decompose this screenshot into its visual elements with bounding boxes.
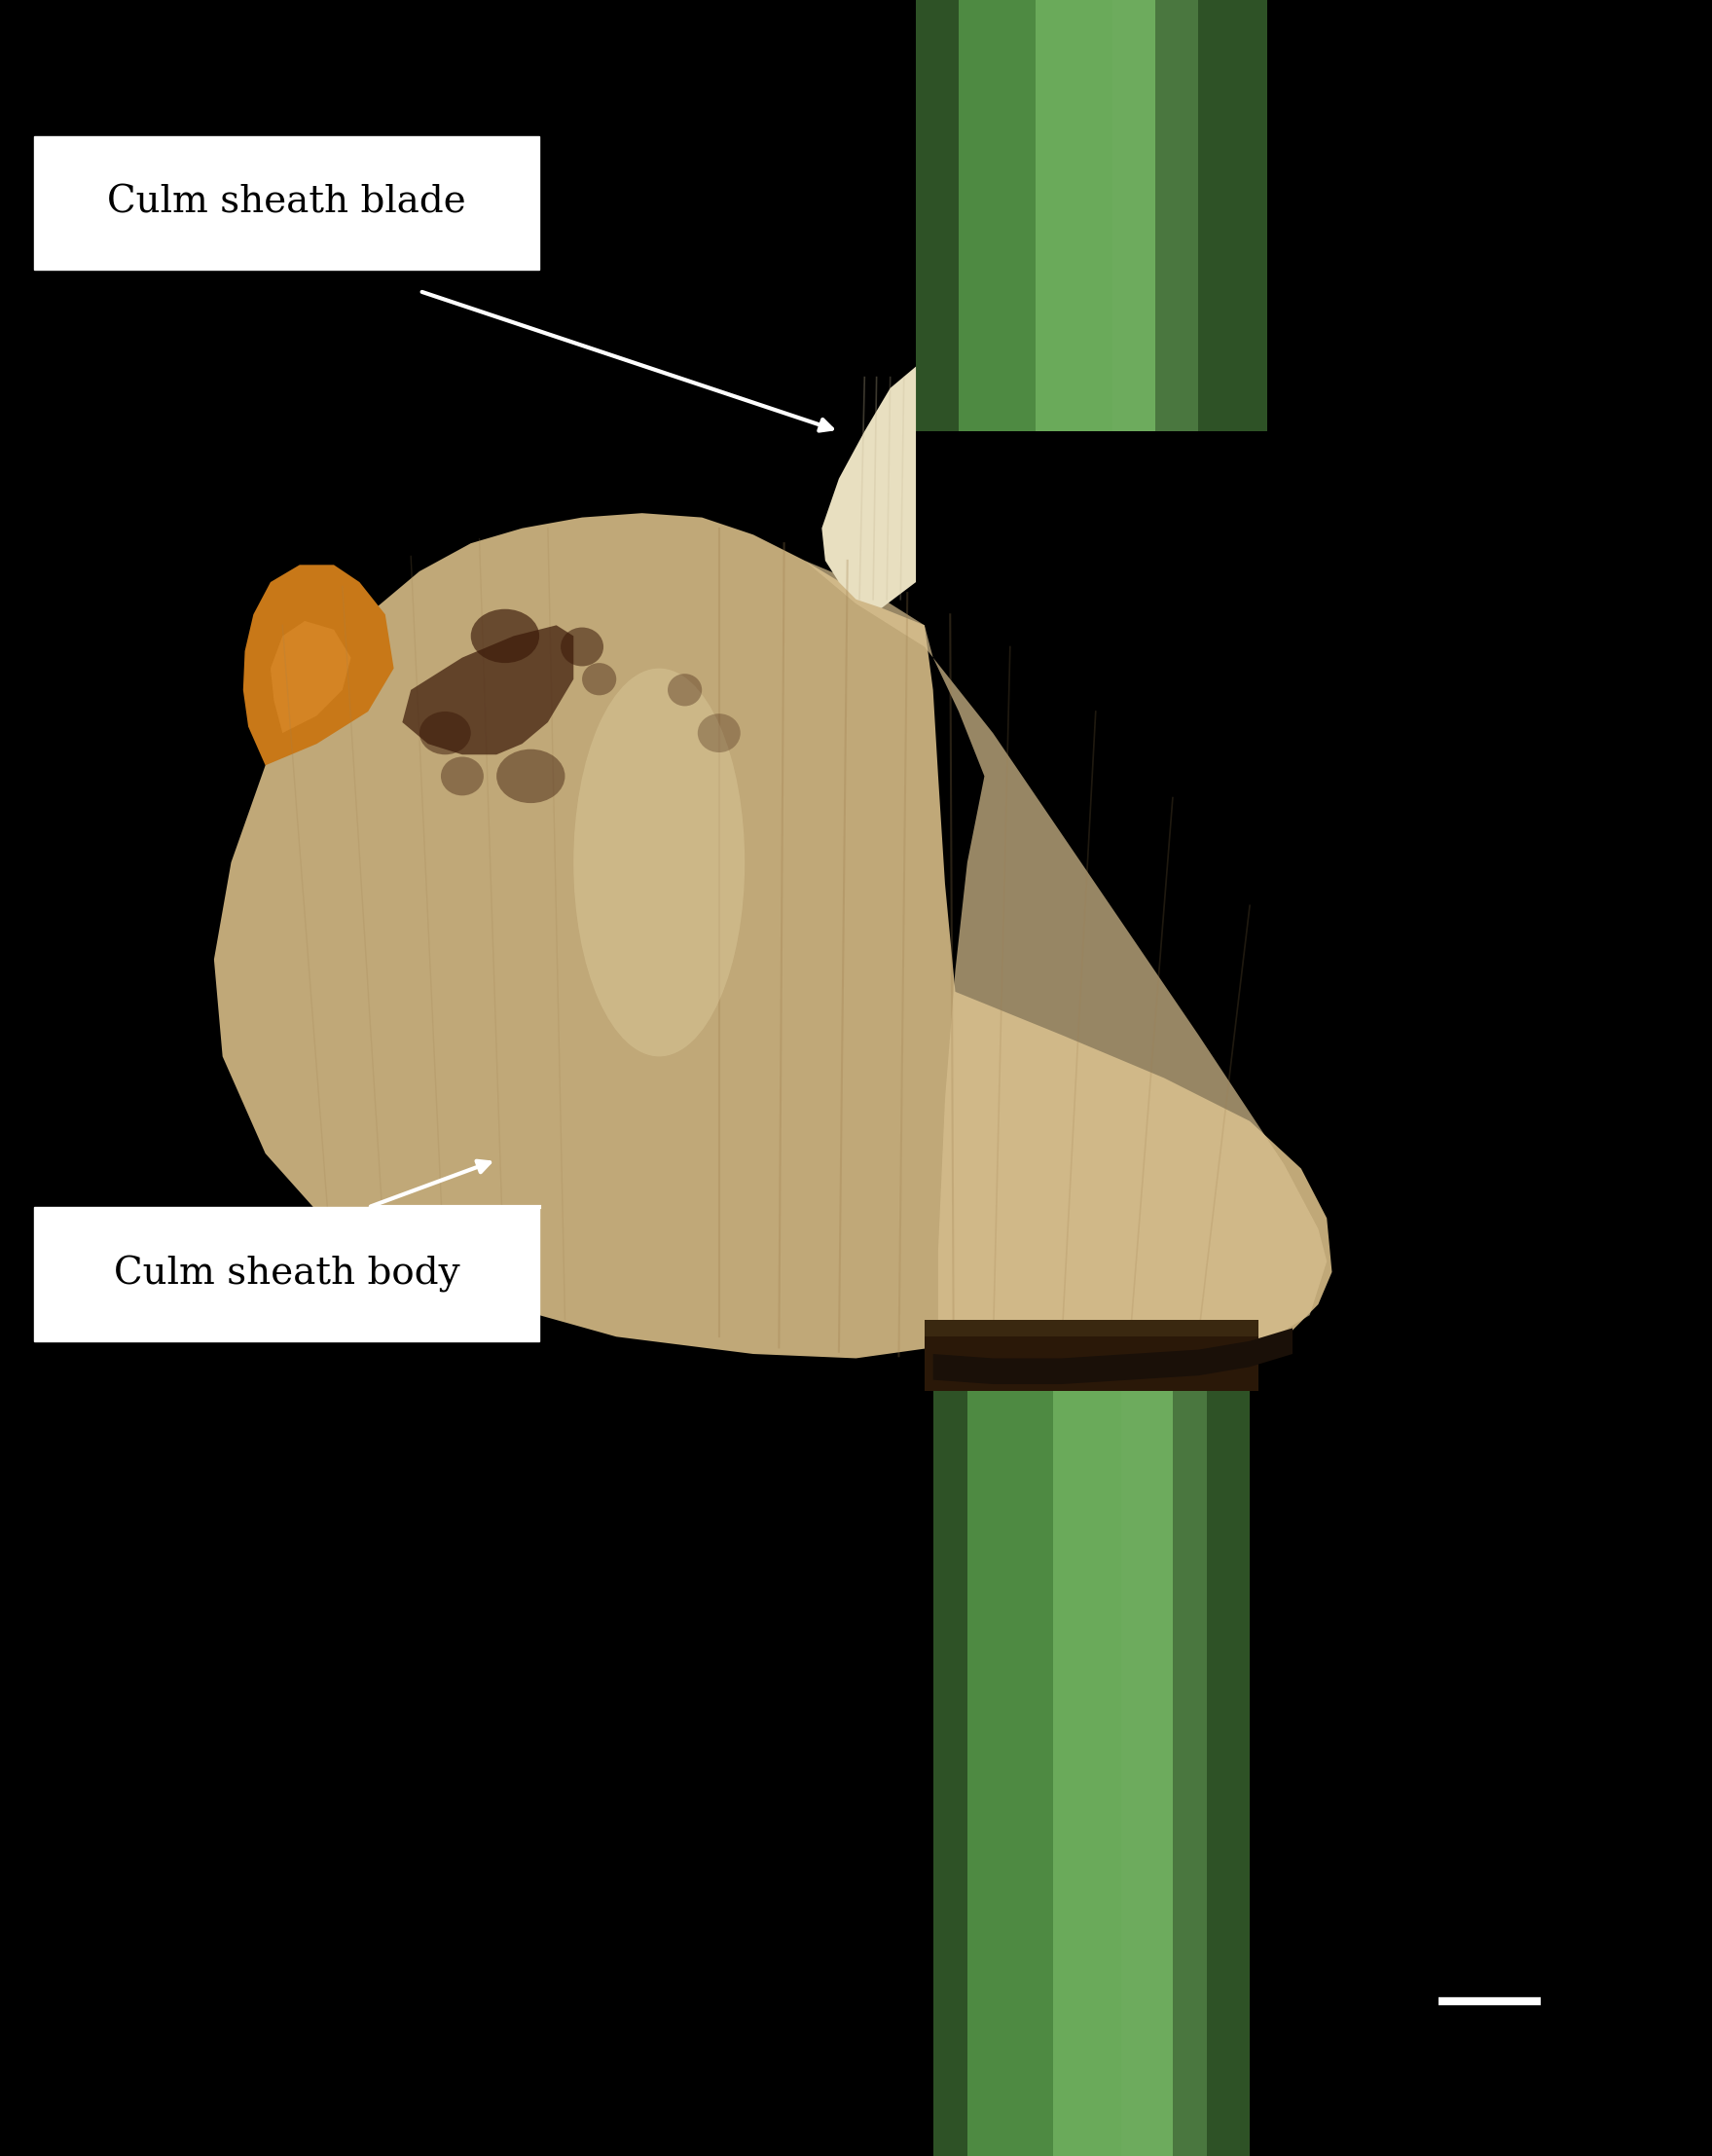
Ellipse shape [574,668,745,1056]
Polygon shape [243,565,394,765]
Ellipse shape [442,757,483,796]
Bar [924,1319,1258,1337]
Bar [1113,0,1156,431]
Bar [1198,0,1267,431]
Bar [1121,1326,1173,2156]
Ellipse shape [419,711,471,755]
Ellipse shape [668,673,702,707]
Bar [933,1326,967,2156]
Polygon shape [933,1328,1293,1384]
Ellipse shape [562,627,603,666]
Bar [1173,1326,1207,2156]
Ellipse shape [471,610,539,664]
Bar [967,1326,1053,2156]
Bar [1036,0,1113,431]
Bar [1053,1326,1121,2156]
Bar [924,1337,1258,1391]
Text: Culm sheath blade: Culm sheath blade [108,185,466,220]
Bar [959,0,1036,431]
Bar [916,0,959,431]
Polygon shape [270,621,351,733]
Polygon shape [805,561,1327,1358]
Polygon shape [822,367,916,608]
Ellipse shape [496,750,565,802]
FancyBboxPatch shape [34,136,539,270]
Text: Culm sheath body: Culm sheath body [113,1255,461,1294]
Bar [1207,1326,1250,2156]
Ellipse shape [582,664,616,694]
Polygon shape [402,625,574,755]
Polygon shape [214,513,1332,1363]
Ellipse shape [698,714,740,752]
FancyBboxPatch shape [34,1207,539,1341]
Bar [1156,0,1198,431]
